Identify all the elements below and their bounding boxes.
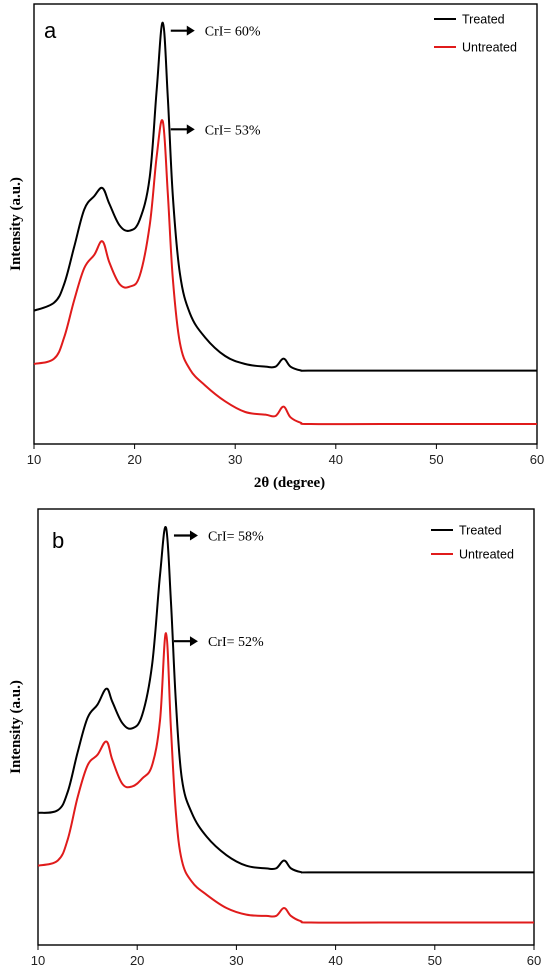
legend-label-treated: Treated [459,524,502,538]
y-axis-label: Intensity (a.u.) [8,177,24,271]
x-tick-label: 60 [527,953,541,968]
series-line-untreated [37,632,534,924]
annotation-arrow-head [189,530,198,541]
series-line-untreated [33,119,537,426]
annotation-arrow-head [186,124,195,135]
annotation-label: CrI= 52% [208,635,264,650]
x-tick-label: 50 [428,953,442,968]
x-tick-label: 10 [31,953,45,968]
legend-label-untreated: Untreated [459,548,514,562]
panel-letter: b [52,528,64,553]
x-tick-label: 30 [228,452,242,467]
x-tick-label: 30 [229,953,243,968]
panel-letter: a [44,18,57,43]
y-axis-label: Intensity (a.u.) [8,680,24,774]
x-tick-label: 40 [329,452,343,467]
series-line-treated [33,21,537,372]
x-tick-label: 20 [130,953,144,968]
legend-label-treated: Treated [462,13,505,27]
annotation-arrow-head [189,636,198,647]
x-tick-label: 50 [429,452,443,467]
plot-frame [37,508,535,946]
x-tick-label: 20 [127,452,141,467]
annotation-label: CrI= 58% [208,529,264,544]
annotation-label: CrI= 53% [205,123,261,138]
x-tick-label: 40 [328,953,342,968]
legend-label-untreated: Untreated [462,41,517,55]
chart-panel-a: 10 20 30 40 50 60 2θ (degree) Intensity (a.u.) a… [8,3,544,491]
x-tick-label: 10 [27,452,41,467]
plot-frame [33,3,538,445]
series-line-treated [37,526,534,874]
annotation-label: CrI= 60% [205,25,261,40]
x-axis-label: 2θ (degree) [254,475,325,491]
annotation-arrow-head [186,25,195,36]
x-tick-label: 60 [530,452,544,467]
